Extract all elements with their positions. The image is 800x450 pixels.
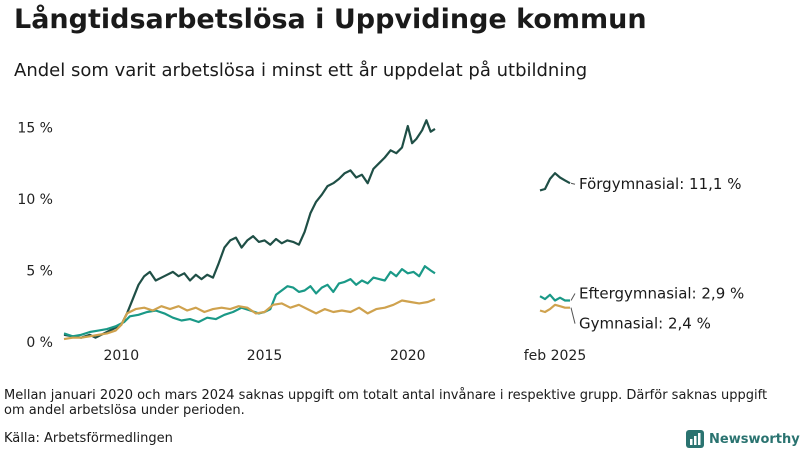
x-axis: 2010 2015 2020 feb 2025 — [103, 348, 586, 364]
footnote: Mellan januari 2020 och mars 2024 saknas… — [4, 388, 768, 418]
series-recent-line-f-rgymnasial — [539, 172, 571, 192]
brand-name: Newsworthy — [709, 431, 800, 447]
x-tick-label: 2020 — [390, 348, 426, 364]
y-tick-label: 0 % — [26, 335, 53, 351]
line-chart: 0 % 5 % 10 % 15 % 2010 2015 2020 feb 2025 Förg… — [17, 119, 744, 364]
series-line-gymnasial — [63, 298, 436, 341]
chart-title: Långtidsarbetslösa i Uppvidinge kommun — [14, 4, 647, 35]
y-tick-label: 5 % — [26, 263, 53, 279]
series-line-f-rgymnasial — [63, 119, 436, 339]
series-recent-line-eftergymnasial — [539, 293, 570, 302]
series-line-eftergymnasial — [63, 265, 436, 338]
x-tick-label: 2015 — [247, 348, 283, 364]
x-tick-label: 2010 — [103, 348, 139, 364]
brand-logo: Newsworthy — [686, 429, 800, 449]
series-recent-line-gymnasial — [539, 303, 570, 314]
series-leader-line-f-rgymnasial — [570, 182, 576, 185]
series-leader-line-gymnasial — [570, 307, 576, 324]
series-leader-line-eftergymnasial — [570, 293, 576, 301]
series-end-label-gymnasial: Gymnasial: 2,4 % — [579, 315, 711, 333]
y-axis: 0 % 5 % 10 % 15 % — [17, 120, 53, 351]
y-tick-label: 15 % — [17, 120, 53, 136]
series-layer — [63, 119, 571, 341]
chart-subtitle: Andel som varit arbetslösa i minst ett å… — [14, 60, 588, 81]
bar-chart-icon — [686, 430, 704, 448]
end-labels: Förgymnasial: 11,1 % Eftergymnasial: 2,9 … — [570, 175, 744, 333]
x-tick-label-latest: feb 2025 — [524, 348, 587, 364]
series-end-label-eftergymnasial: Eftergymnasial: 2,9 % — [579, 285, 744, 303]
y-tick-label: 10 % — [17, 192, 53, 208]
source-text: Källa: Arbetsförmedlingen — [4, 431, 173, 446]
series-end-label-f-rgymnasial: Förgymnasial: 11,1 % — [579, 175, 741, 193]
